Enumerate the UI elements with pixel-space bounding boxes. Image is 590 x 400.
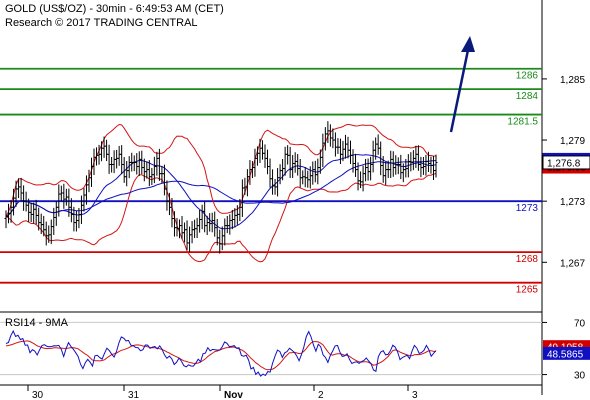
- price-axis: 1,285 1,279 1,273 1,267: [542, 75, 585, 269]
- price-bars: [4, 121, 438, 254]
- rsi-tick-label: 30: [574, 371, 586, 382]
- moving-averages: [5, 154, 437, 230]
- rsi-badge: [543, 346, 590, 360]
- price-badge-label: 1,276.8: [547, 158, 581, 169]
- price-tick-label: 1,285: [560, 75, 585, 86]
- price-tick-label: 1,279: [560, 136, 585, 147]
- price-bar: [434, 154, 438, 178]
- rsi-line: [5, 329, 437, 377]
- chart-frame: [0, 0, 543, 395]
- time-tick-label: 30: [32, 390, 44, 400]
- rsi-panel: [0, 321, 542, 377]
- price-badges: 1,277.051,276.931,276.8: [542, 152, 590, 174]
- level-label: 1286: [516, 71, 539, 82]
- rsi-badge-label: 48.5865: [547, 349, 584, 360]
- chart-title: GOLD (US$/OZ) - 30min - 6:49:53 AM (CET): [5, 3, 224, 15]
- level-label: 1284: [516, 91, 539, 102]
- time-tick-label: 2: [318, 390, 324, 400]
- rsi-axis: 70 30: [542, 318, 586, 382]
- chart-subtitle: Research © 2017 TRADING CENTRAL: [5, 17, 198, 29]
- rsi-title: RSI14 - 9MA: [5, 317, 69, 329]
- time-tick-label: 3: [412, 390, 418, 400]
- rsi-tick-label: 70: [574, 318, 586, 329]
- time-axis: 30 31 Nov 2 3: [27, 385, 418, 400]
- time-tick-label: Nov: [224, 390, 243, 400]
- rsi-ma-line: [5, 340, 436, 371]
- level-label: 1281.5: [507, 117, 538, 128]
- time-tick-label: 31: [128, 390, 140, 400]
- support-resistance-levels: 1286 1284 1281.5 1273 1268 1265: [0, 67, 542, 296]
- level-label: 1273: [516, 203, 539, 214]
- projection-arrow: [449, 36, 475, 133]
- moving-average-short: [5, 154, 437, 230]
- upper-band: [5, 123, 437, 217]
- moving-average-long: [5, 160, 437, 217]
- price-tick-label: 1,273: [560, 197, 585, 208]
- price-badge: [542, 155, 590, 170]
- price-tick-label: 1,267: [560, 258, 585, 269]
- level-label: 1265: [516, 285, 539, 296]
- rsi-badges: 49.105848.5865: [543, 340, 590, 360]
- level-label: 1268: [516, 254, 539, 265]
